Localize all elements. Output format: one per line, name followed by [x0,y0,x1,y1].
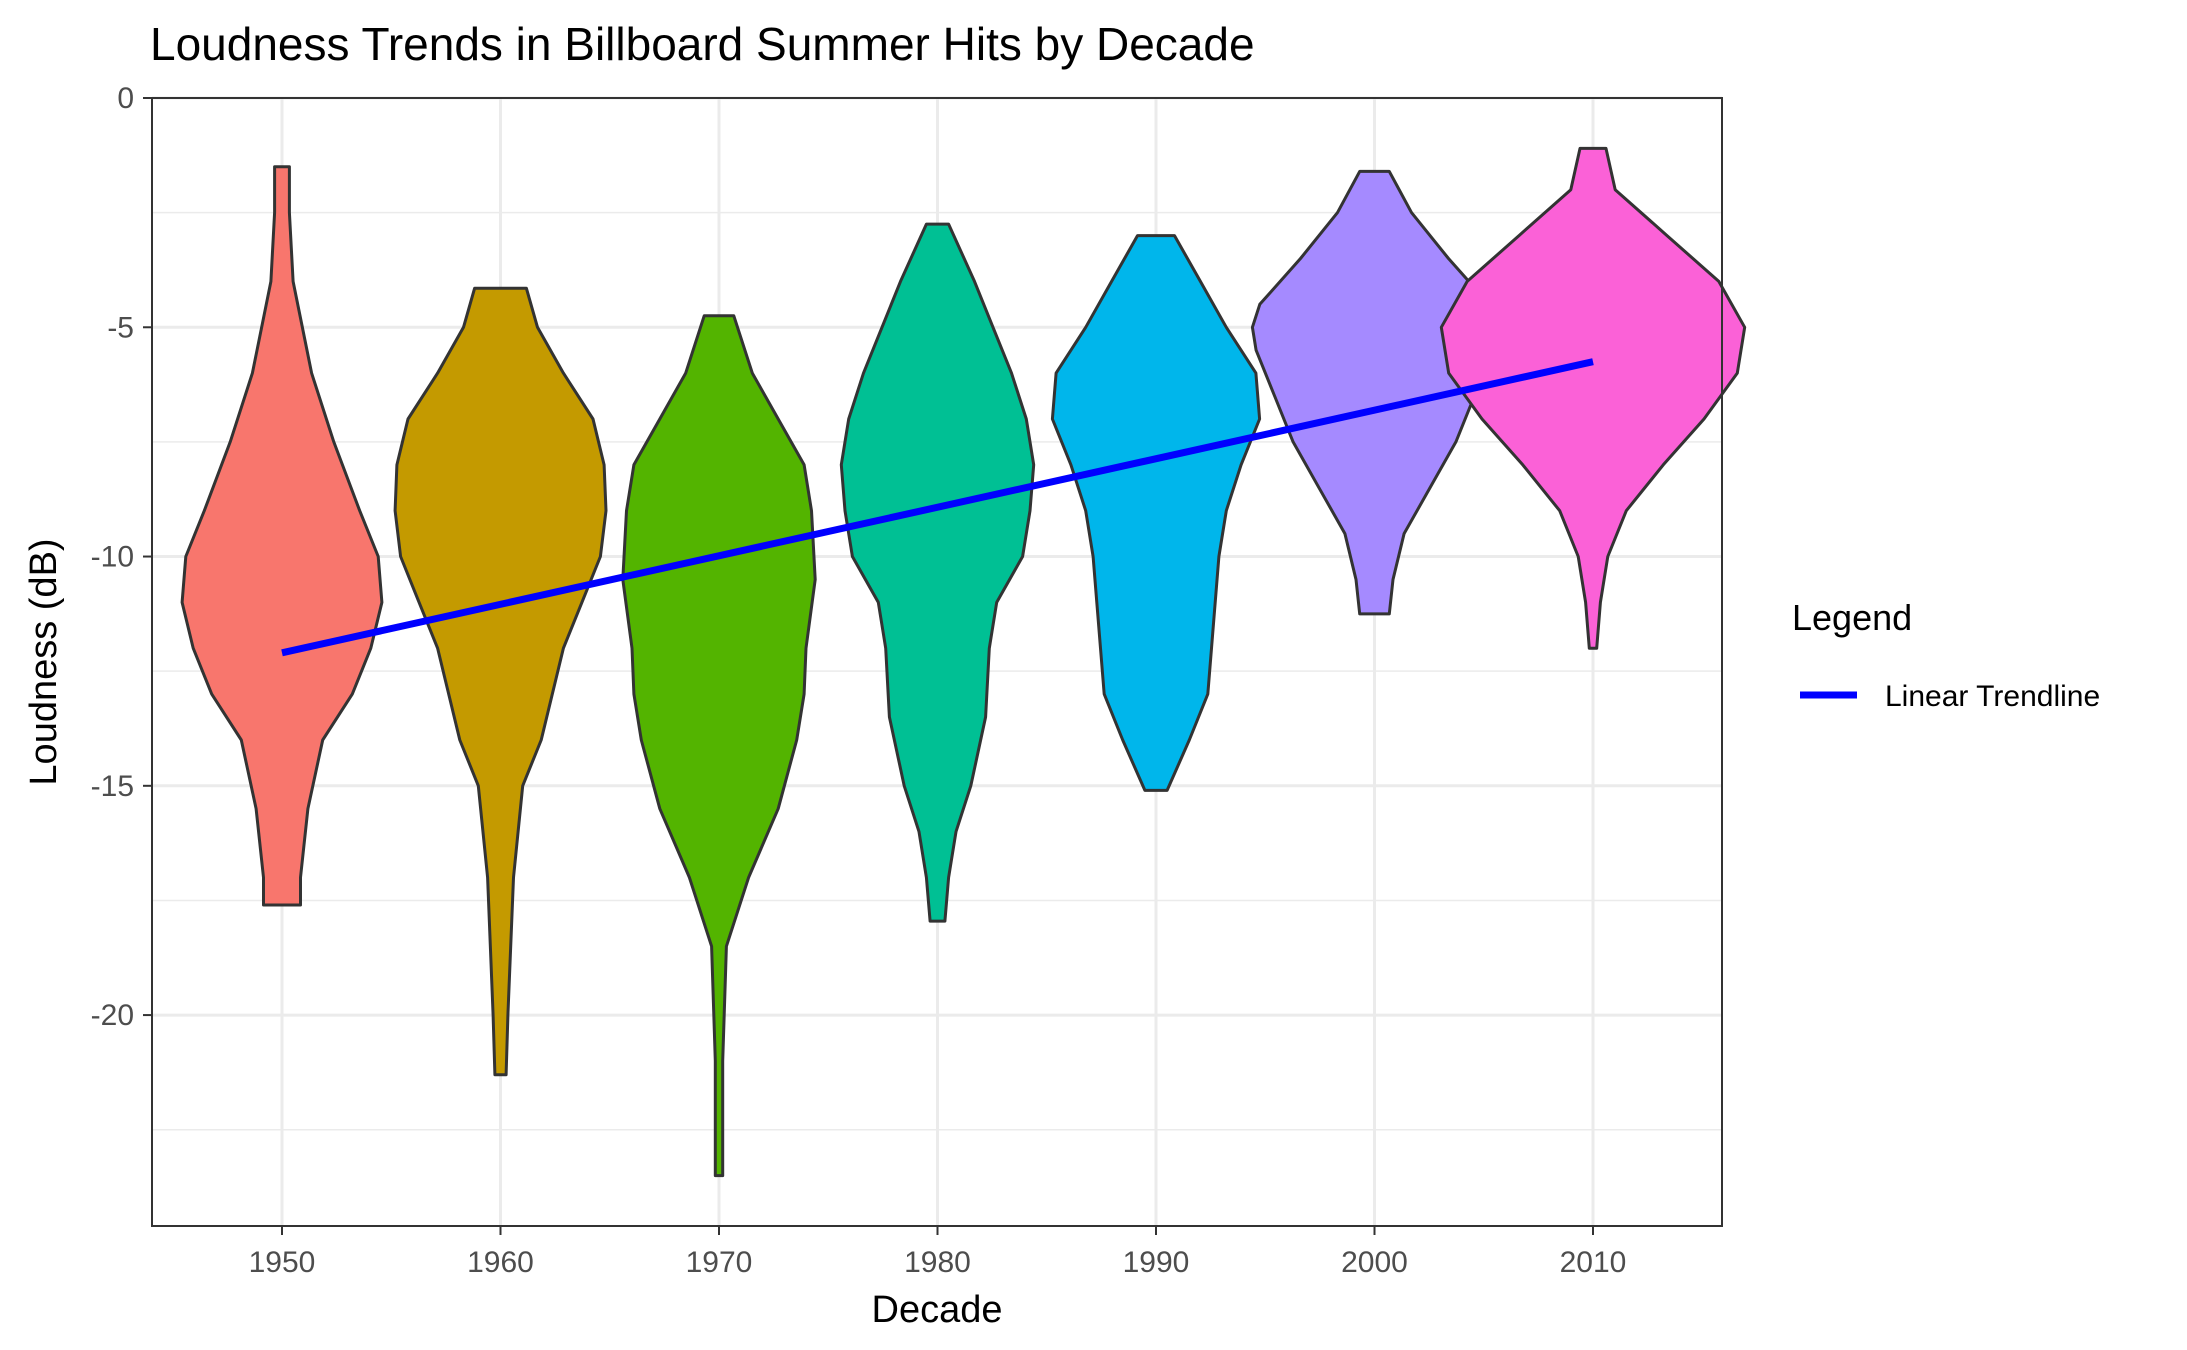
violin-1970 [621,314,817,1178]
legend: Legend Linear Trendline [1792,597,2100,713]
violins-layer [180,146,1747,1178]
x-tick-label: 2010 [1560,1246,1627,1279]
legend-title: Legend [1792,597,1912,638]
violin-2000 [1250,169,1499,616]
x-tick-label: 1970 [686,1246,753,1279]
y-axis-title: Loudness (dB) [23,538,65,785]
legend-label-trendline: Linear Trendline [1885,680,2100,713]
x-tick-label: 1950 [249,1246,316,1279]
y-tick-label: -15 [91,770,134,803]
violin-1980 [839,222,1036,923]
x-tick-label: 1960 [467,1246,534,1279]
linear-trendline [281,358,1594,657]
y-tick-label: -5 [107,311,134,344]
y-tick-label: -20 [91,999,134,1032]
x-tick-label: 2000 [1341,1246,1408,1279]
x-axis-title: Decade [872,1289,1003,1331]
violin-1960 [393,286,608,1077]
violin-1990 [1050,234,1262,792]
y-tick-label: -10 [91,541,134,574]
chart-title: Loudness Trends in Billboard Summer Hits… [150,18,1255,70]
y-tick-label: 0 [117,82,134,115]
x-tick-label: 1980 [904,1246,971,1279]
plot-panel [151,96,1747,1227]
y-axis-ticks: 0 -5 -10 -15 -20 [91,82,152,1032]
x-axis-ticks: 1950 1960 1970 1980 1990 2000 2010 [249,1226,1627,1279]
violin-2010 [1439,146,1747,650]
violin-1950 [180,165,384,907]
x-tick-label: 1990 [1123,1246,1190,1279]
